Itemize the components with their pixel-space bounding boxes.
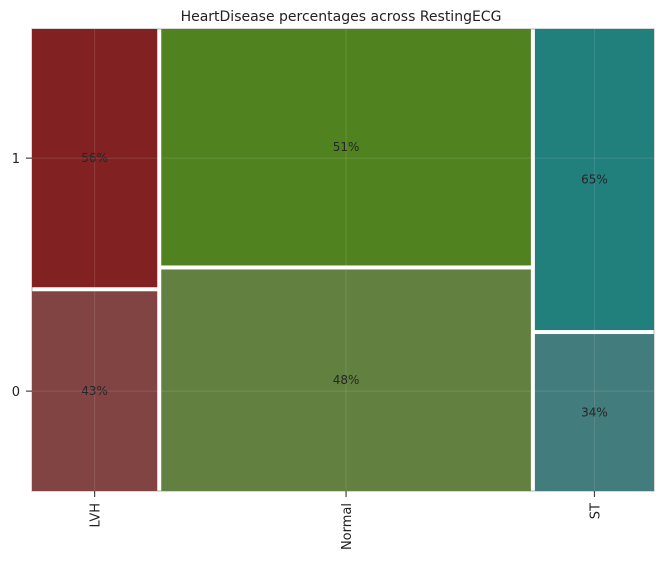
- chart-title: HeartDisease percentages across RestingE…: [181, 9, 502, 25]
- x-tick-label-st: ST: [588, 503, 603, 519]
- cell-label-lvh-1: 56%: [81, 151, 108, 165]
- mosaic-cell-lvh-0: [32, 291, 158, 491]
- cell-label-st-1: 65%: [581, 173, 608, 187]
- x-tick-label-normal: Normal: [340, 503, 355, 550]
- cell-label-normal-0: 48%: [333, 373, 360, 387]
- cell-label-lvh-0: 43%: [81, 384, 108, 398]
- cell-label-st-0: 34%: [581, 406, 608, 420]
- mosaic-cell-normal-0: [161, 269, 531, 491]
- y-tick-label-0: 0: [12, 385, 20, 400]
- mosaic-cell-st-0: [534, 334, 654, 491]
- mosaic-cell-lvh-1: [32, 29, 158, 288]
- cell-label-normal-1: 51%: [333, 140, 360, 154]
- x-tick-label-lvh: LVH: [89, 503, 104, 527]
- mosaic-cell-st-1: [534, 29, 654, 331]
- y-tick-label-1: 1: [12, 152, 20, 167]
- mosaic-cell-normal-1: [161, 29, 531, 266]
- plot-area: 56% 43% LVH 51% 48% Normal 65% 34% ST 0 1: [12, 28, 655, 550]
